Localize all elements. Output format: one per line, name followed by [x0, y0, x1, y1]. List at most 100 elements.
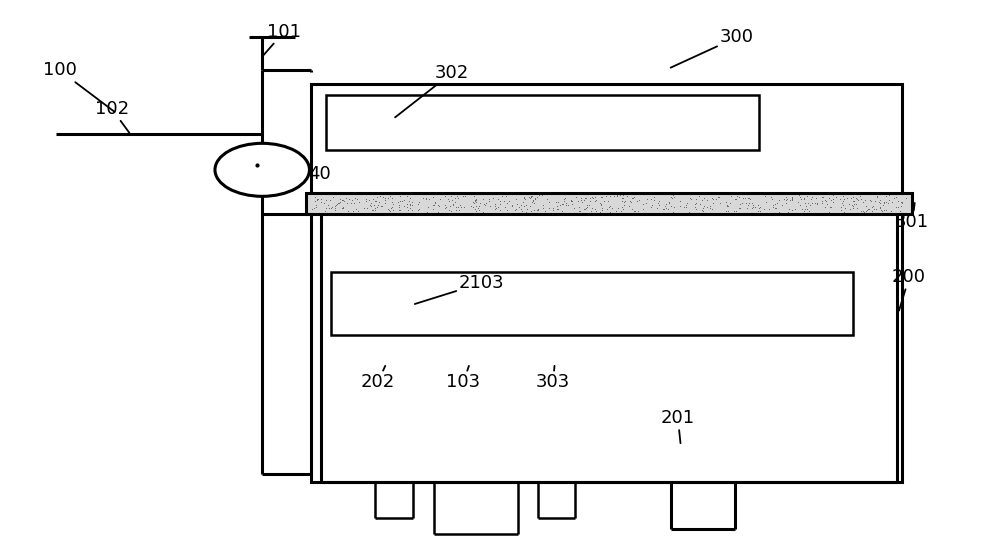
Point	[835, 195, 851, 204]
Point	[695, 201, 711, 210]
Text: 100: 100	[42, 62, 114, 112]
Point	[651, 201, 667, 210]
Point	[393, 196, 409, 205]
Point	[507, 204, 523, 213]
Point	[584, 204, 599, 213]
Point	[440, 195, 456, 204]
Point	[401, 201, 417, 210]
Point	[344, 206, 360, 215]
Point	[845, 200, 861, 209]
Point	[848, 193, 864, 202]
Point	[851, 191, 867, 200]
Text: 200: 200	[891, 269, 925, 311]
Point	[425, 200, 441, 209]
Point	[635, 205, 651, 214]
Point	[621, 196, 637, 205]
Point	[368, 196, 384, 205]
Point	[718, 201, 734, 210]
Point	[496, 202, 512, 211]
Point	[657, 201, 672, 210]
Point	[549, 204, 565, 213]
Point	[418, 194, 434, 203]
Point	[645, 195, 661, 204]
Point	[864, 203, 880, 211]
Point	[670, 201, 686, 210]
Point	[861, 195, 877, 204]
Point	[660, 199, 675, 208]
Point	[521, 193, 536, 201]
Point	[524, 198, 539, 207]
Point	[658, 200, 673, 209]
Point	[743, 204, 759, 213]
Point	[816, 196, 832, 205]
Text: 302: 302	[394, 64, 468, 117]
Point	[573, 195, 589, 204]
Point	[814, 193, 830, 201]
Point	[384, 198, 399, 207]
Point	[399, 191, 415, 200]
Point	[872, 195, 887, 204]
Point	[426, 200, 442, 209]
Point	[642, 202, 658, 211]
Point	[638, 195, 654, 204]
Point	[462, 201, 478, 210]
Point	[307, 192, 322, 201]
Point	[865, 202, 880, 211]
Point	[455, 191, 470, 200]
Point	[436, 200, 452, 209]
Point	[349, 194, 365, 203]
Point	[323, 204, 339, 213]
Point	[499, 205, 515, 214]
Point	[331, 194, 347, 203]
Point	[419, 207, 435, 216]
Point	[836, 204, 852, 213]
Point	[593, 200, 608, 209]
Point	[807, 199, 822, 208]
Point	[579, 203, 595, 211]
Point	[390, 200, 406, 209]
Point	[649, 204, 665, 213]
Point	[564, 199, 580, 208]
Point	[792, 201, 808, 210]
Point	[783, 206, 799, 215]
Point	[576, 195, 592, 204]
Point	[784, 196, 800, 205]
Point	[666, 203, 681, 211]
Point	[601, 201, 617, 210]
Point	[398, 202, 414, 211]
Point	[382, 206, 397, 215]
Point	[366, 200, 382, 209]
Point	[614, 205, 630, 214]
Point	[594, 193, 609, 201]
Point	[832, 205, 848, 214]
Point	[743, 198, 759, 207]
Point	[880, 191, 895, 200]
Text: 40: 40	[309, 165, 331, 183]
Point	[550, 198, 566, 207]
Point	[600, 203, 616, 211]
Text: 303: 303	[535, 366, 570, 391]
Point	[562, 196, 578, 205]
Point	[326, 205, 342, 214]
Point	[870, 198, 885, 206]
Point	[409, 205, 425, 214]
Point	[857, 202, 873, 211]
Point	[492, 197, 508, 206]
Point	[508, 195, 524, 204]
Point	[438, 203, 454, 211]
Point	[734, 199, 749, 208]
Point	[694, 206, 710, 215]
Point	[614, 191, 630, 200]
Point	[860, 205, 876, 214]
Point	[727, 206, 742, 215]
Point	[530, 191, 546, 200]
Point	[801, 206, 816, 215]
Point	[324, 193, 340, 201]
Point	[484, 193, 500, 202]
Point	[332, 198, 348, 206]
Point	[324, 202, 340, 211]
Point	[778, 195, 794, 204]
Point	[513, 205, 528, 214]
Point	[892, 197, 908, 206]
Point	[766, 199, 782, 208]
